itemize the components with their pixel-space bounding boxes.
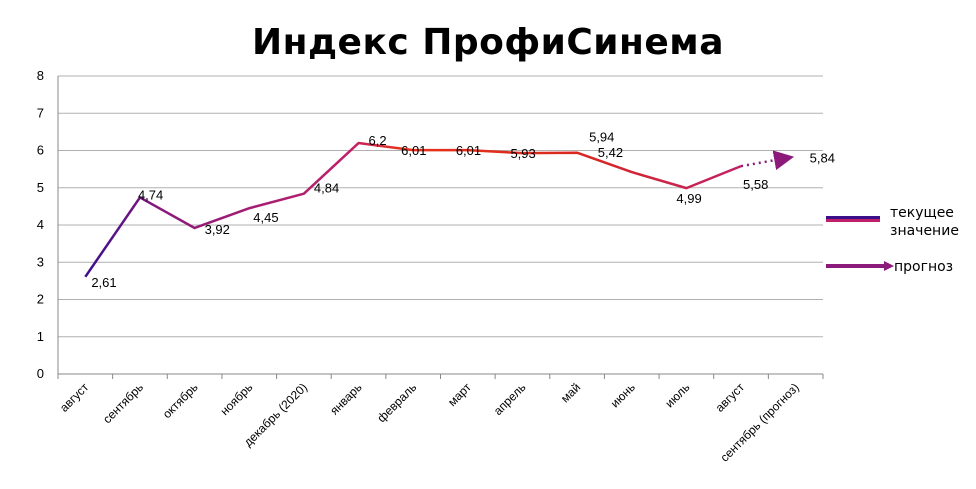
x-tick-label: июль	[662, 380, 692, 410]
data-label: 6,2	[369, 133, 387, 148]
x-tick-label: ноябрь	[217, 380, 255, 418]
legend-label-forecast: прогноз	[894, 259, 954, 275]
series-line-current	[84, 141, 742, 278]
x-tick-label: февраль	[374, 380, 419, 425]
x-tick-label: июнь	[608, 380, 638, 410]
x-tick-label: май	[558, 380, 583, 405]
y-tick-label: 4	[37, 217, 44, 232]
data-label: 5,93	[510, 146, 535, 161]
data-label: 4,84	[314, 181, 339, 196]
y-tick-label: 0	[37, 366, 44, 381]
legend-swatch-current	[826, 216, 880, 219]
series-line-forecast	[740, 150, 795, 171]
legend-swatch-current-2	[826, 219, 880, 222]
legend-item-forecast: прогноз	[824, 258, 974, 278]
data-label: 6,01	[456, 143, 481, 158]
data-label-forecast: 5,84	[810, 150, 835, 165]
x-tick-label: апрель	[491, 380, 529, 418]
x-tick-label: январь	[327, 380, 364, 417]
x-tick-label: август	[713, 380, 748, 415]
data-label: 4,99	[676, 191, 701, 206]
data-label: 2,61	[91, 275, 116, 290]
data-label: 5,42	[598, 145, 623, 160]
data-label: 5,58	[743, 177, 768, 192]
y-tick-label: 7	[37, 105, 44, 120]
data-label: 3,92	[205, 222, 230, 237]
y-tick-label: 6	[37, 143, 44, 158]
data-label: 6,01	[401, 143, 426, 158]
y-tick-label: 8	[37, 68, 44, 83]
x-tick-label: август	[57, 380, 92, 415]
data-label: 4,74	[138, 187, 163, 202]
legend-swatch-forecast	[826, 261, 894, 271]
x-tick-label: сентябрь	[100, 380, 146, 426]
legend-label-current: текущее значение	[890, 205, 959, 239]
x-tick-label: март	[445, 380, 474, 409]
chart-title: Индекс ПрофиСинема	[251, 22, 725, 63]
data-label: 5,94	[589, 130, 614, 145]
legend-item-current: текущее значение	[824, 204, 974, 244]
y-tick-label: 1	[37, 329, 44, 344]
x-tick-label: октябрь	[160, 380, 201, 421]
y-tick-label: 5	[37, 180, 44, 195]
y-tick-label: 3	[37, 254, 44, 269]
data-label: 4,45	[253, 210, 278, 225]
y-tick-label: 2	[37, 292, 44, 307]
